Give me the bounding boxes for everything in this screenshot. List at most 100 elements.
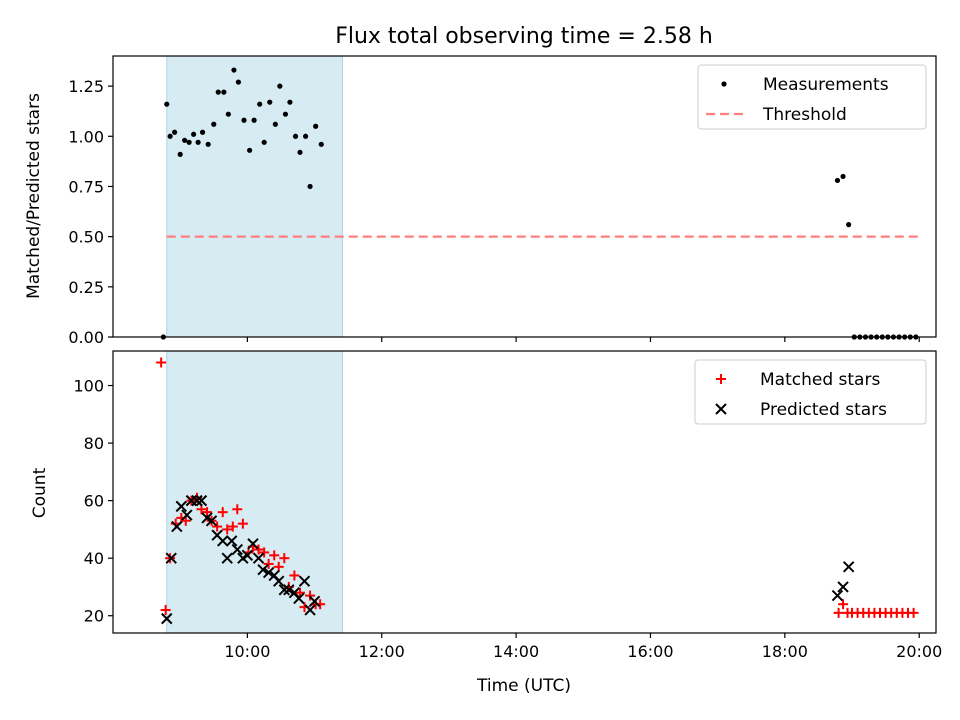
- bottom-legend-matched-stars-swatch: [716, 374, 726, 384]
- bottom-predicted-stars-point-b: [175, 500, 188, 513]
- top-measurements-point: [195, 139, 201, 145]
- bottom-legend: Matched stars Predicted stars: [694, 359, 927, 425]
- bottom-predicted-stars-point-b: [191, 494, 203, 507]
- bottom-predicted-stars-point: [273, 575, 285, 587]
- top-measurements-point: [167, 133, 173, 139]
- bottom-predicted-stars-point-b: [831, 589, 844, 602]
- bottom-predicted-stars-point: [293, 592, 305, 605]
- top-y-tick-label: 0.75: [68, 177, 104, 196]
- bottom-y-tick-label: 100: [73, 377, 104, 396]
- bottom-predicted-stars-point-b: [257, 563, 269, 576]
- bottom-predicted-stars-point: [304, 604, 316, 616]
- bottom-matched-stars-point: [259, 547, 270, 558]
- bottom-predicted-stars-point-b: [241, 549, 254, 562]
- bottom-predicted-stars-point: [175, 500, 188, 513]
- top-measurements-point: [199, 129, 206, 135]
- bottom-matched-stars-point: [833, 607, 844, 618]
- bottom-predicted-stars-point: [217, 535, 229, 547]
- bottom-y-tick-label: 80: [84, 434, 104, 453]
- top-measurements-point: [225, 111, 231, 117]
- bottom-predicted-stars-point: [247, 538, 259, 550]
- top-measurements-point: [282, 111, 289, 117]
- bottom-matched-stars-point: [160, 604, 171, 615]
- top-measurements-point: [211, 121, 217, 127]
- top-measurements-point: [205, 141, 211, 147]
- top-measurements-point: [297, 149, 303, 155]
- bottom-predicted-stars-point: [195, 494, 208, 507]
- bottom-predicted-stars-point: [161, 612, 173, 625]
- top-shaded-window: [166, 55, 344, 338]
- top-measurements-point: [231, 67, 237, 73]
- bottom-predicted-stars-point-b: [211, 529, 223, 541]
- bottom-shaded-window: [166, 350, 344, 634]
- bottom-predicted-stars-point: [221, 552, 233, 564]
- bottom-predicted-stars-point-b: [181, 509, 193, 521]
- bottom-predicted-stars-point: [283, 584, 295, 596]
- bottom-predicted-stars-point: [837, 581, 849, 593]
- bottom-predicted-stars-point: [205, 515, 218, 527]
- bottom-matched-stars-point: [908, 607, 919, 618]
- bottom-x-tick-label: 10:00: [224, 642, 270, 661]
- top-legend-box: [697, 64, 927, 130]
- top-measurements-point: [267, 99, 273, 105]
- bottom-y-tick-label: 20: [84, 607, 104, 626]
- bottom-x-tick-label: 18:00: [762, 642, 808, 661]
- bottom-predicted-stars-point: [252, 552, 265, 564]
- top-measurements-point: [215, 89, 221, 95]
- bottom-predicted-stars-point-b: [268, 569, 280, 582]
- bottom-legend-box: [694, 359, 927, 425]
- bottom-matched-stars-point: [269, 550, 280, 561]
- bottom-y-tick-label: 60: [84, 492, 104, 511]
- top-measurements-point: [287, 99, 293, 105]
- bottom-matched-stars-point: [263, 558, 274, 569]
- bottom-predicted-stars-point-b: [262, 566, 275, 579]
- bottom-predicted-stars-point: [298, 575, 311, 587]
- bottom-y-tick-label: 40: [84, 549, 104, 568]
- bottom-matched-stars-point: [289, 570, 300, 581]
- top-measurements-point: [164, 101, 170, 107]
- top-y-tick-label: 1.00: [68, 127, 104, 146]
- top-measurements-point: [292, 133, 299, 139]
- bottom-predicted-stars-point: [262, 566, 275, 579]
- bottom-predicted-stars-point-b: [165, 552, 177, 564]
- bottom-legend-predicted-stars-swatch: [715, 403, 727, 415]
- bottom-predicted-stars-point: [165, 552, 177, 564]
- bottom-matched-stars-point: [838, 599, 849, 610]
- bottom-matched-stars-point: [217, 507, 228, 518]
- top-measurements-point: [840, 173, 846, 180]
- x-axis-label: Time (UTC): [476, 676, 571, 696]
- top-legend-measurements-swatch: [721, 81, 727, 87]
- bottom-predicted-stars-point: [308, 595, 321, 608]
- bottom-predicted-stars-point-b: [273, 575, 285, 587]
- bottom-predicted-stars-point: [171, 520, 183, 533]
- top-measurements-point: [251, 117, 257, 123]
- top-measurements-point: [261, 139, 267, 145]
- bottom-matched-stars-point: [232, 504, 243, 515]
- top-measurements-point: [313, 123, 319, 129]
- bottom-predicted-stars-point-b: [252, 552, 265, 564]
- top-measurements-point: [302, 133, 309, 139]
- top-measurements-point: [834, 177, 841, 184]
- bottom-matched-stars-point: [156, 357, 167, 368]
- bottom-y-axis-label: Count: [30, 467, 50, 518]
- bottom-predicted-stars-point-b: [247, 538, 259, 550]
- bottom-x-tick-label: 16:00: [627, 642, 673, 661]
- top-y-tick-label: 0.25: [68, 278, 104, 297]
- bottom-x-tick-label: 14:00: [493, 642, 539, 661]
- bottom-legend-predicted-stars-swatch-b: [715, 403, 727, 415]
- bottom-x-tick-label: 20:00: [896, 642, 942, 661]
- bottom-predicted-stars-point-b: [293, 592, 305, 605]
- bottom-matched-stars-point: [227, 521, 238, 532]
- bottom-predicted-stars-point-b: [231, 543, 243, 556]
- top-measurements-point: [221, 89, 227, 95]
- bottom-predicted-stars-point: [225, 535, 238, 547]
- top-y-tick-label: 0.00: [68, 328, 104, 347]
- bottom-predicted-stars-point-b: [221, 552, 233, 564]
- top-panel: 0.00 0.25 0.50 0.75 1.00 1.25 Measurements Thre…: [68, 55, 937, 347]
- bottom-predicted-stars-point-b: [304, 604, 316, 616]
- top-measurements-point: [272, 121, 278, 127]
- bottom-matched-stars-point: [222, 524, 233, 535]
- top-y-axis-label: Matched/Predicted stars: [24, 93, 44, 299]
- top-measurements-point: [318, 141, 324, 147]
